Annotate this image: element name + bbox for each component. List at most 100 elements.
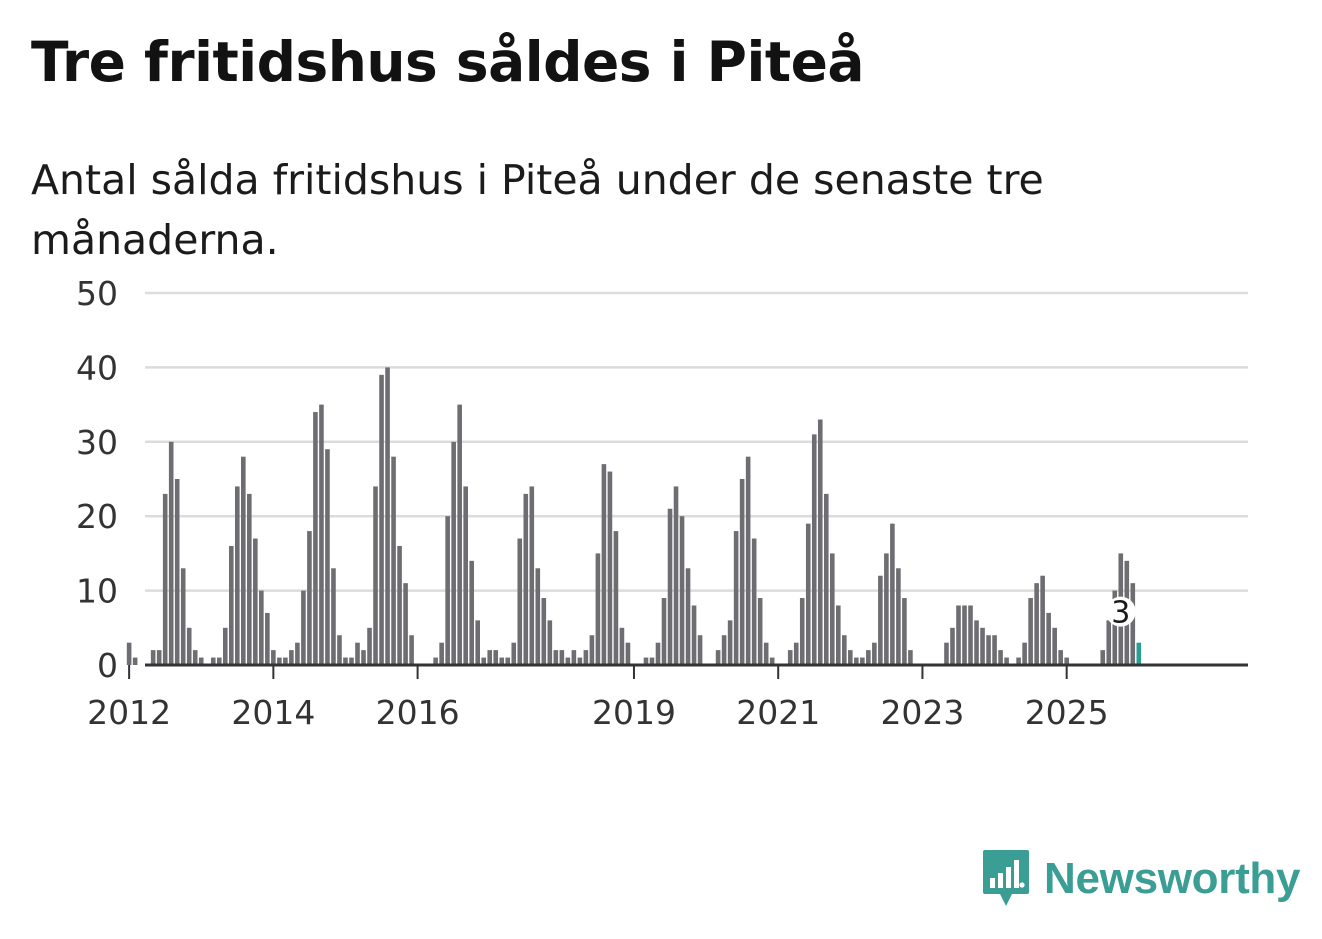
bar	[1130, 583, 1136, 665]
bar	[397, 545, 402, 665]
bar	[331, 568, 336, 665]
bar	[523, 493, 529, 665]
bar	[168, 441, 174, 665]
newsworthy-logo[interactable]: Newsworthy	[982, 848, 1300, 910]
bar	[433, 657, 438, 665]
bar	[132, 657, 138, 665]
y-axis-ticks: 0 10 20 30 40 50	[76, 274, 118, 685]
bars	[126, 367, 1142, 665]
bar	[872, 642, 877, 665]
bar	[247, 493, 252, 665]
bar	[235, 486, 240, 665]
bar	[289, 650, 294, 665]
bar	[439, 642, 444, 665]
bar	[451, 441, 456, 665]
bar	[751, 538, 757, 665]
bar	[908, 650, 913, 665]
bar	[409, 635, 414, 665]
bar	[1022, 642, 1027, 665]
bar	[541, 598, 547, 665]
bar	[301, 590, 306, 665]
bar	[337, 635, 342, 665]
bar	[950, 627, 955, 665]
bar	[198, 657, 204, 665]
bar	[842, 635, 847, 665]
bar	[403, 583, 408, 665]
bar	[763, 642, 769, 665]
bar	[1046, 612, 1051, 665]
bar	[679, 516, 685, 665]
bar	[469, 560, 474, 665]
y-tick-label: 0	[97, 646, 118, 685]
bar	[962, 605, 967, 665]
bar	[655, 642, 661, 665]
bar	[896, 568, 901, 665]
annotation-value-label: 3	[1111, 596, 1130, 631]
bar	[854, 657, 859, 665]
x-tick-label: 2019	[592, 693, 676, 732]
bar	[992, 635, 997, 665]
chart-title: Tre fritidshus såldes i Piteå	[31, 30, 865, 94]
bar	[319, 404, 324, 665]
bar	[373, 486, 378, 665]
bar	[769, 657, 775, 665]
bar	[571, 650, 577, 665]
bar	[517, 538, 523, 665]
bar	[848, 650, 853, 665]
bar	[661, 598, 667, 665]
bar	[601, 464, 607, 665]
bar	[487, 650, 493, 665]
bar	[697, 635, 703, 665]
bar	[1058, 650, 1063, 665]
bar	[860, 657, 865, 665]
bar	[174, 479, 180, 665]
x-tick-label: 2014	[231, 693, 315, 732]
bar	[457, 404, 462, 665]
bar	[583, 650, 589, 665]
y-tick-label: 50	[76, 274, 118, 313]
bar-highlight	[1136, 642, 1142, 665]
bar	[691, 605, 697, 665]
x-tick-label: 2023	[880, 693, 964, 732]
bar	[836, 605, 841, 665]
bar	[739, 479, 745, 665]
bar	[463, 486, 468, 665]
brand-name: Newsworthy	[1044, 854, 1301, 903]
bar	[956, 605, 961, 665]
bar	[817, 419, 823, 665]
bar	[1004, 657, 1009, 665]
bar	[1040, 575, 1045, 665]
bar	[1064, 657, 1069, 665]
bar	[385, 367, 390, 665]
bar	[829, 553, 835, 665]
bar	[799, 598, 805, 665]
bar	[998, 650, 1003, 665]
bar	[805, 523, 811, 665]
bar	[577, 657, 583, 665]
bar	[721, 635, 727, 665]
bar	[607, 471, 613, 665]
bar	[559, 650, 565, 665]
bar	[944, 642, 949, 665]
bar	[277, 657, 282, 665]
bar	[150, 650, 156, 665]
y-tick-label: 30	[76, 423, 118, 462]
y-tick-label: 10	[76, 572, 118, 611]
bar	[625, 642, 631, 665]
bar	[823, 493, 829, 665]
x-tick-label: 2012	[87, 693, 171, 732]
bar	[391, 456, 396, 665]
bar	[974, 620, 979, 665]
bar	[890, 523, 895, 665]
bar	[343, 657, 348, 665]
bar	[811, 434, 817, 665]
bar	[619, 627, 625, 665]
x-tick-label: 2025	[1025, 693, 1109, 732]
bar	[547, 620, 553, 665]
bar	[1112, 590, 1118, 665]
bar	[745, 456, 751, 665]
bar	[787, 650, 793, 665]
bar	[1106, 620, 1112, 665]
bar	[216, 657, 222, 665]
